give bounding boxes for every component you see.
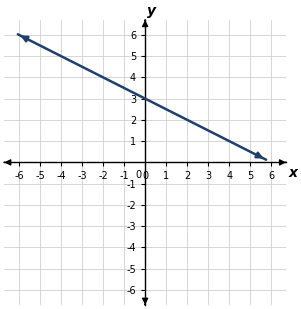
Text: y: y xyxy=(147,4,156,18)
Text: x: x xyxy=(288,166,297,180)
Text: 0: 0 xyxy=(136,170,142,180)
